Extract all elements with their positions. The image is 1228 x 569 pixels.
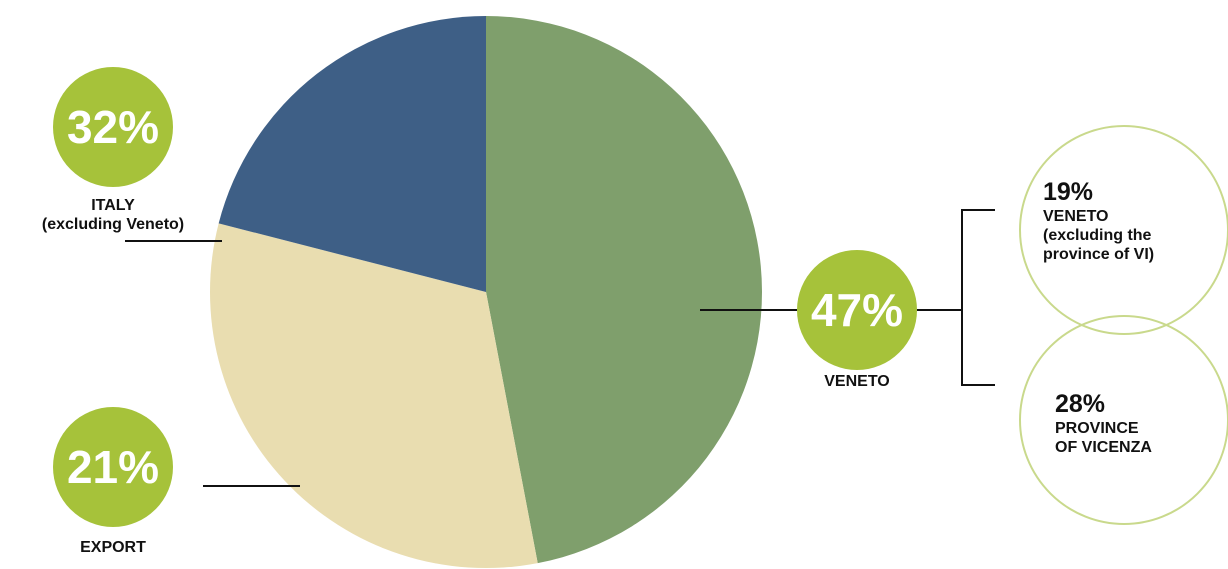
breakdown-label: PROVINCE OF VICENZA — [1055, 420, 1152, 456]
category-label: ITALY (excluding Veneto) — [41, 197, 185, 233]
value-label: 47% — [811, 284, 903, 336]
value-label: 21% — [67, 441, 159, 493]
value-badge — [797, 250, 917, 370]
breakdown-circle — [1019, 315, 1228, 525]
value-badge — [53, 67, 173, 187]
pie-slice — [209, 223, 538, 569]
breakdown-label: VENETO (excluding the province of VI) — [1043, 208, 1155, 263]
value-badge — [53, 407, 173, 527]
breakdown-value: 28% — [1055, 390, 1106, 418]
category-label: EXPORT — [80, 539, 146, 556]
breakdown-circle — [1019, 125, 1228, 335]
category-label: VENETO — [824, 373, 890, 390]
value-label: 32% — [67, 101, 159, 153]
bracket — [917, 209, 995, 386]
pie-slice — [486, 16, 762, 564]
pie-slice — [218, 16, 486, 292]
breakdown-value: 19% — [1043, 178, 1094, 206]
